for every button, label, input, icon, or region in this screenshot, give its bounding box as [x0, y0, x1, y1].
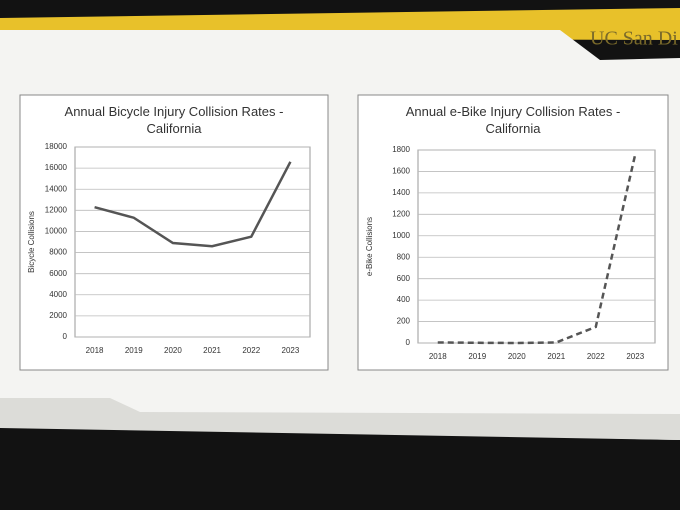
chart-title: Annual Bicycle Injury Collision Rates - … — [64, 104, 284, 136]
y-tick-label: 1000 — [392, 231, 410, 240]
y-tick-label: 1800 — [392, 145, 410, 154]
chart-title: Annual e-Bike Injury Collision Rates - C… — [405, 104, 621, 136]
y-tick-label: 8000 — [49, 248, 67, 257]
y-tick-label: 800 — [397, 252, 411, 261]
y-axis-label: Bicycle Collisions — [27, 211, 36, 273]
y-tick-label: 2000 — [49, 311, 67, 320]
x-tick-label: 2020 — [508, 352, 526, 361]
x-tick-label: 2018 — [86, 346, 104, 355]
y-tick-label: 10000 — [45, 227, 68, 236]
y-tick-label: 6000 — [49, 269, 67, 278]
chart-frame — [357, 94, 669, 371]
y-tick-label: 12000 — [45, 205, 68, 214]
y-tick-label: 1200 — [392, 209, 410, 218]
y-tick-label: 1600 — [392, 167, 410, 176]
y-tick-label: 0 — [406, 338, 411, 347]
logo: UC San Di — [590, 28, 678, 50]
x-tick-label: 2021 — [547, 352, 565, 361]
y-tick-label: 16000 — [45, 163, 68, 172]
chart-frame — [19, 94, 329, 371]
y-axis-label: e-Bike Collisions — [365, 217, 374, 276]
y-tick-label: 1400 — [392, 188, 410, 197]
bottom-band — [0, 398, 680, 440]
x-tick-label: 2019 — [468, 352, 486, 361]
x-tick-label: 2018 — [429, 352, 447, 361]
y-tick-label: 600 — [397, 274, 411, 283]
x-tick-label: 2021 — [203, 346, 221, 355]
x-tick-label: 2023 — [626, 352, 644, 361]
y-tick-label: 14000 — [45, 184, 68, 193]
data-line — [437, 154, 637, 345]
x-tick-label: 2023 — [282, 346, 300, 355]
y-tick-label: 400 — [397, 295, 411, 304]
y-tick-label: 0 — [63, 332, 68, 341]
y-tick-label: 18000 — [45, 142, 68, 151]
y-tick-label: 200 — [397, 317, 411, 326]
y-tick-label: 4000 — [49, 290, 67, 299]
x-tick-label: 2020 — [164, 346, 182, 355]
data-line — [94, 161, 292, 248]
x-tick-label: 2022 — [242, 346, 260, 355]
x-tick-label: 2022 — [587, 352, 605, 361]
x-tick-label: 2019 — [125, 346, 143, 355]
